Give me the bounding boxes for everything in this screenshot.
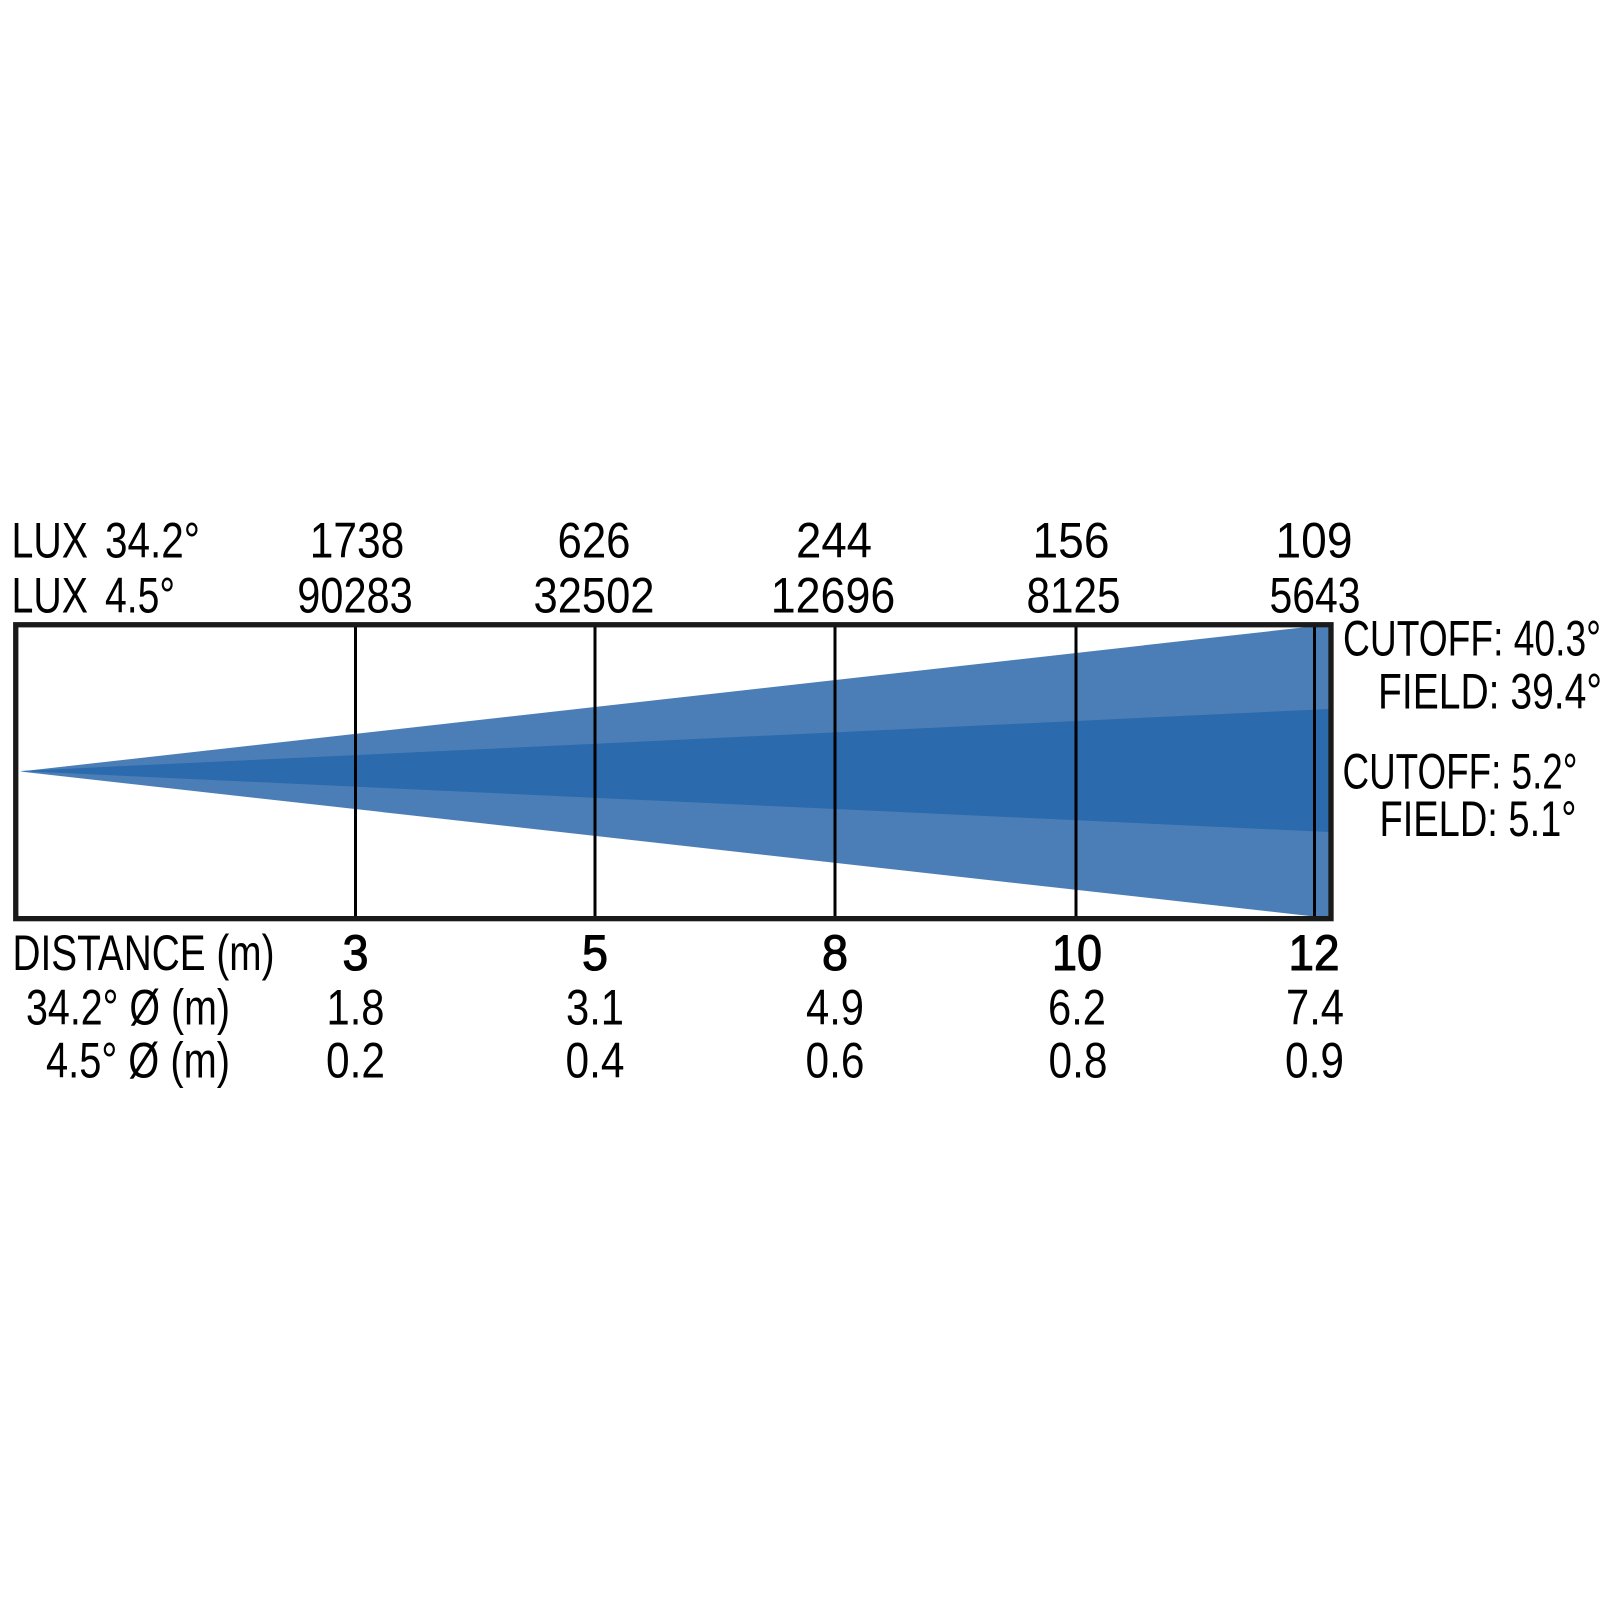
svg-text:34.2° Ø (m): 34.2° Ø (m) xyxy=(26,980,230,1036)
svg-text:12696: 12696 xyxy=(771,568,896,624)
svg-text:CUTOFF: 40.3°: CUTOFF: 40.3° xyxy=(1343,611,1600,667)
svg-text:0.4: 0.4 xyxy=(566,1033,625,1089)
svg-text:34.2°: 34.2° xyxy=(105,513,200,569)
svg-text:LUX: LUX xyxy=(12,513,89,569)
svg-text:3.1: 3.1 xyxy=(566,980,624,1036)
svg-text:8: 8 xyxy=(822,925,848,981)
svg-text:0.2: 0.2 xyxy=(326,1033,385,1089)
svg-text:1738: 1738 xyxy=(310,513,405,569)
svg-text:156: 156 xyxy=(1033,513,1110,569)
svg-text:6.2: 6.2 xyxy=(1048,980,1106,1036)
svg-text:DISTANCE (m): DISTANCE (m) xyxy=(13,925,275,981)
svg-text:90283: 90283 xyxy=(297,568,413,624)
svg-text:0.9: 0.9 xyxy=(1285,1033,1344,1089)
svg-text:4.5°: 4.5° xyxy=(105,568,175,624)
svg-text:1.8: 1.8 xyxy=(327,980,385,1036)
svg-text:LUX: LUX xyxy=(12,568,89,624)
svg-text:244: 244 xyxy=(796,513,872,569)
svg-text:0.6: 0.6 xyxy=(806,1033,865,1089)
svg-text:5: 5 xyxy=(582,925,608,981)
svg-text:8125: 8125 xyxy=(1027,568,1121,624)
svg-text:626: 626 xyxy=(558,513,631,569)
svg-text:12: 12 xyxy=(1289,925,1340,981)
svg-text:7.4: 7.4 xyxy=(1286,980,1344,1036)
svg-text:3: 3 xyxy=(343,925,369,981)
svg-text:CUTOFF: 5.2°: CUTOFF: 5.2° xyxy=(1343,744,1578,800)
svg-text:10: 10 xyxy=(1052,925,1102,981)
svg-text:5643: 5643 xyxy=(1270,568,1361,624)
svg-text:4.5° Ø (m): 4.5° Ø (m) xyxy=(46,1033,230,1089)
svg-text:FIELD: 5.1°: FIELD: 5.1° xyxy=(1380,791,1577,847)
svg-text:0.8: 0.8 xyxy=(1049,1033,1108,1089)
svg-text:32502: 32502 xyxy=(534,568,655,624)
svg-text:109: 109 xyxy=(1276,513,1353,569)
svg-text:FIELD: 39.4°: FIELD: 39.4° xyxy=(1378,664,1600,720)
svg-text:4.9: 4.9 xyxy=(806,980,864,1036)
